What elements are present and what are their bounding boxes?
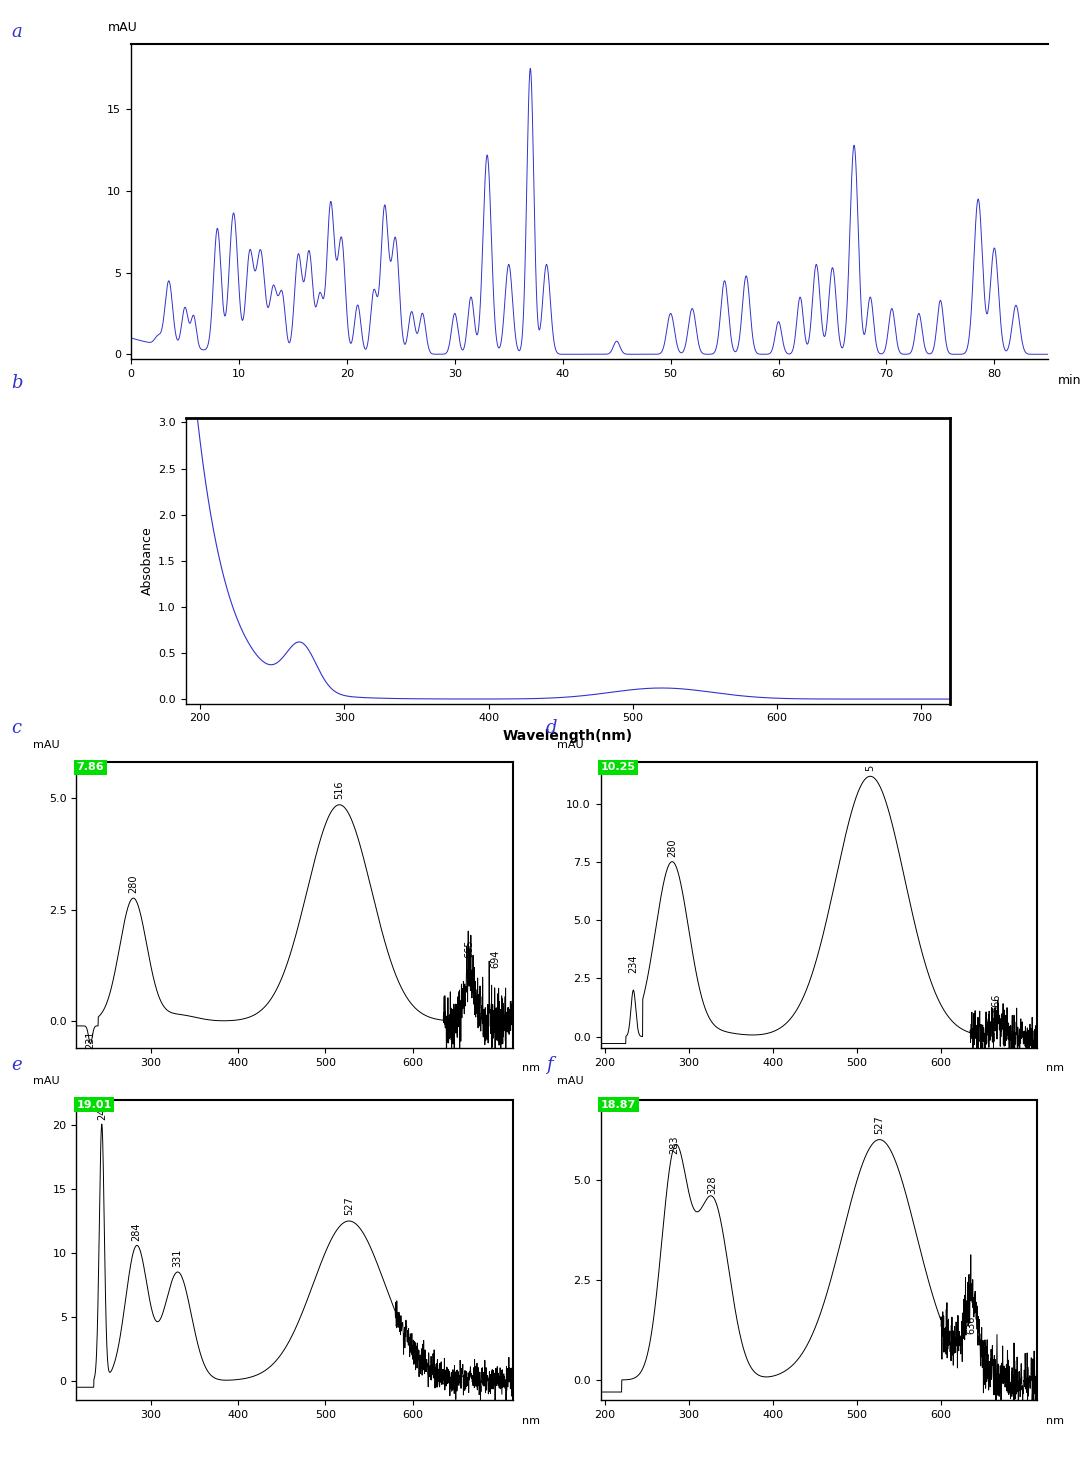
Text: 665: 665 [464,940,475,957]
Text: mAU: mAU [33,740,59,751]
Text: 244: 244 [97,1101,107,1120]
Text: nm: nm [522,1063,539,1073]
Text: e: e [11,1056,22,1075]
Text: 18.87: 18.87 [601,1100,636,1110]
Text: nm: nm [1046,1416,1064,1426]
Text: 516: 516 [334,781,344,799]
Text: 283: 283 [669,1136,679,1154]
Text: 527: 527 [344,1196,354,1215]
Text: nm: nm [1046,1063,1064,1073]
Text: d: d [546,718,558,737]
Text: 694: 694 [490,950,500,968]
Text: 280: 280 [667,839,677,856]
Text: 10.25: 10.25 [601,762,636,773]
Text: mAU: mAU [33,1076,59,1086]
Text: f: f [546,1056,553,1075]
Text: 666: 666 [992,994,1001,1013]
Text: c: c [11,718,21,737]
Text: 328: 328 [708,1176,717,1195]
Text: nm: nm [522,1416,539,1426]
X-axis label: Wavelength(nm): Wavelength(nm) [502,729,633,743]
Text: 331: 331 [173,1248,182,1267]
Text: 280: 280 [128,875,139,893]
Text: mAU: mAU [108,22,138,34]
Text: 19.01: 19.01 [76,1100,111,1110]
Text: 234: 234 [628,954,639,973]
Y-axis label: Absobance: Absobance [141,526,154,595]
Text: 5: 5 [865,764,876,771]
Text: mAU: mAU [557,740,583,751]
Text: 636: 636 [966,1316,976,1334]
Text: mAU: mAU [557,1076,583,1086]
Text: 284: 284 [132,1223,142,1242]
Text: a: a [11,22,22,41]
Text: 527: 527 [875,1116,885,1135]
Text: 231: 231 [85,1031,95,1048]
Text: 7.86: 7.86 [76,762,104,773]
Text: b: b [11,374,23,393]
Text: min: min [1057,374,1081,387]
